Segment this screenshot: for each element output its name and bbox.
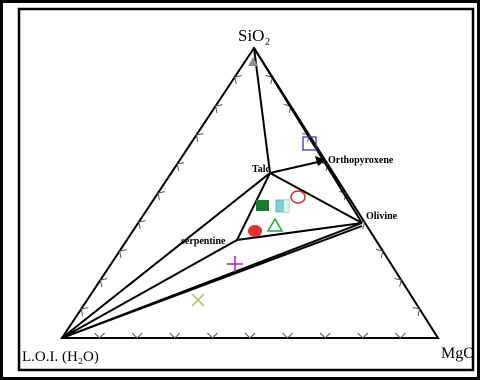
axis-ticks [80,74,421,339]
line-serpentine-olivine [236,222,363,241]
line-loi-talc [61,172,271,339]
bottom-edge-tick [94,332,105,339]
line-loi-olivine-b [61,225,363,339]
line-loi-serpentine [61,239,238,339]
marker-blue-square [302,136,317,151]
bottom-edge-tick [395,332,406,339]
bottom-edge-tick [319,332,331,339]
bottom-edge-tick [207,332,218,339]
right-edge-tick [412,306,421,317]
left-edge-tick [157,191,166,201]
line-talc-serpentine [236,172,271,241]
marker-purple-plus [227,256,243,272]
line-sio2-olivine [253,47,363,224]
vertex-label-top: SiO₂ [238,26,270,45]
right-edge-tick [375,248,384,259]
bottom-edge-tick [131,332,143,339]
vertex-label-bottom-left: L.O.I. (H₂O) [22,349,99,365]
marker-teal-square-highlight [284,200,289,212]
left-edge-tick [119,249,127,259]
right-edge-tick [302,132,310,143]
marker-red-filled-circle [248,225,262,237]
left-edge-tick [176,162,185,172]
arrowhead-orthopyroxene [315,156,326,166]
right-edge-tick [320,161,329,172]
bottom-edge-tick [169,332,181,339]
marker-green-square [256,200,269,211]
bottom-edge-tick [244,332,256,339]
left-edge-tick [99,278,108,288]
line-sio2-talc [253,47,271,174]
phase-label-talc: Talc [252,164,271,175]
right-edge-tick [338,190,347,201]
vertex-label-bottom-right: MgO [441,345,475,362]
arrow-talc-orthopyroxene [269,161,319,174]
marker-green-open-triangle [266,217,284,232]
left-edge-tick [195,133,204,143]
phase-label-olivine: Olivine [366,211,398,222]
line-talc-olivine [269,172,363,224]
marker-red-open-circle [290,190,306,204]
inner-frame [17,7,475,372]
left-edge-tick [80,307,89,317]
left-edge-tick [234,75,242,85]
data-markers [191,57,317,307]
phase-label-orthopyroxene: Orthopyroxene [328,155,394,166]
right-edge-tick [394,277,402,288]
marker-olive-cross [191,293,205,307]
bottom-edge-tick [282,332,293,339]
bottom-edge-tick [357,332,369,339]
left-edge-tick [215,104,223,114]
phase-lines [61,47,363,339]
left-edge-tick [138,220,146,230]
phase-label-serpentine: serpentine [181,236,226,247]
marker-grey-triangle [248,57,258,66]
